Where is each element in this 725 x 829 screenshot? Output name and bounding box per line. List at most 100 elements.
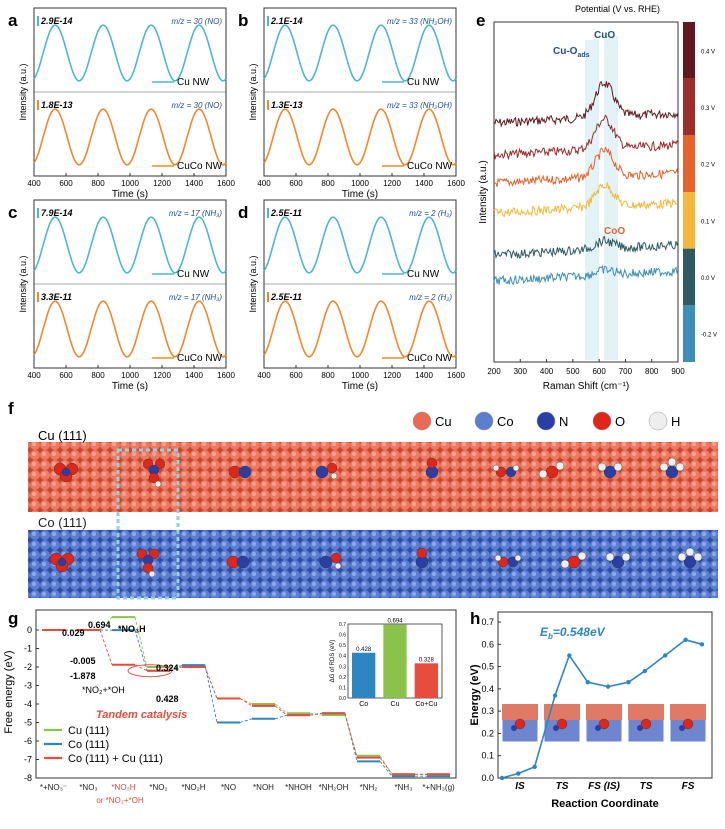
colorbar-segment <box>683 192 695 249</box>
raman-xtick: 200 <box>487 367 501 376</box>
ms-legend-bottom: CuCo NW <box>177 353 223 364</box>
ms-xlabel: Time (s) <box>342 381 378 392</box>
panel-letter-g: g <box>8 609 18 628</box>
raman-xtick: 300 <box>514 367 528 376</box>
free-energy-panel: 0 -1 -2 -3 -4 -5 -6 -7 -8 Free energy (eV) *+NO₃… <box>3 609 457 805</box>
fe-ylabel: Free energy (eV) <box>3 650 15 733</box>
fe-xtick: *+NH₃(g) <box>422 783 455 792</box>
barrier-stage-label: IS <box>515 781 525 792</box>
structure-thumb <box>501 703 539 743</box>
ms-legend-top: Cu NW <box>407 77 440 88</box>
fe-ytick: -5 <box>24 718 32 728</box>
highlight-box <box>116 448 180 600</box>
raman-spectrum-1 <box>493 114 679 161</box>
ms-mz-top: m/z = 30 (NO) <box>172 17 223 26</box>
fe-legend: Cu (111) Co (111) Co (111) + Cu (111) <box>44 725 163 765</box>
fe-yticks: 0 -1 -2 -3 -4 -5 -6 -7 -8 <box>24 625 39 783</box>
ms-xtick: 1000 <box>121 371 139 380</box>
fe-connector <box>344 713 358 758</box>
legend-label: O <box>615 414 625 429</box>
tandem-catalysis-label: Tandem catalysis <box>96 709 187 721</box>
fe-annot-3: 0.694 <box>88 620 111 630</box>
barrier-ylabel: Energy (eV) <box>469 664 481 725</box>
co-slab-label: Co (111) <box>38 515 87 530</box>
slab-panel: Cu Co N O H Cu (111) Co (111) <box>28 411 718 600</box>
ms-xtick: 1600 <box>447 371 465 380</box>
colorbar-segment <box>683 135 695 192</box>
colorbar-label: 0.1 V <box>701 219 715 225</box>
inset-category: Co+Cu <box>415 701 437 708</box>
legend-label: Cu <box>435 414 452 429</box>
ms-scale-bottom: 1.3E-13 <box>271 100 303 110</box>
inset-ytick: 0.2 <box>339 675 346 681</box>
colorbar-label: -0.2 V <box>701 333 717 339</box>
fe-ytick: -8 <box>24 773 32 783</box>
adsorbate-molecule <box>659 457 685 479</box>
ms-xtick: 1600 <box>217 371 235 380</box>
ms-scale-top: 2.5E-11 <box>270 208 302 218</box>
inset-ytick: 0.6 <box>339 633 346 639</box>
inset-bar-cu <box>383 624 407 698</box>
legend-label: Co <box>497 414 514 429</box>
ms-scale-bottom: 1.8E-13 <box>41 100 73 110</box>
raman-xticks: 200 300 400 500 600 700 800 900 <box>487 359 685 376</box>
barrier-frame <box>497 611 713 779</box>
adsorbate-molecule <box>142 458 166 488</box>
annot-cuoads: Cu-Oads <box>553 46 590 59</box>
fe-connector <box>344 713 358 762</box>
inset-ylabel: ΔG of RDS (eV) <box>330 640 336 683</box>
adsorbate-molecule <box>560 551 587 569</box>
ms-xtick: 1600 <box>217 179 235 188</box>
ms-xtick: 800 <box>321 179 335 188</box>
ms-curve-bottom <box>33 108 227 166</box>
fe-frame <box>35 609 457 779</box>
barrier-panel: 0.0 0.1 0.2 0.3 0.4 0.5 0.6 0.7 Energy (eV) Rea… <box>469 611 713 810</box>
adsorbate-molecule <box>415 547 429 569</box>
ms-legend-top: Cu NW <box>177 269 210 280</box>
ms-xlabel: Time (s) <box>342 189 378 200</box>
atom-legend: Cu Co N O H <box>412 411 680 431</box>
barrier-ytick: 0.6 <box>481 639 494 649</box>
ms-xtick: 800 <box>91 371 105 380</box>
ms-xtick: 1400 <box>185 179 203 188</box>
adsorbate-molecule <box>226 555 250 569</box>
ms-curve-top <box>33 216 227 274</box>
ms-mz-bottom: m/z = 17 (NH₃) <box>169 293 223 302</box>
fe-connector <box>274 714 288 720</box>
barrier-point <box>642 668 647 674</box>
ms-xtick: 1600 <box>447 179 465 188</box>
fe-xtick: *NO₂H <box>182 783 206 792</box>
colorbar-label: 0.2 V <box>701 163 715 169</box>
ms-legend-top: Cu NW <box>177 77 210 88</box>
colorbar-segment <box>683 78 695 136</box>
barrier-ytick: 0.3 <box>481 706 494 716</box>
barrier-ytick: 0.2 <box>481 728 494 738</box>
fe-annot-2: -0.005 <box>70 656 96 666</box>
ms-xtick: 600 <box>59 179 73 188</box>
barrier-ytick: 0.0 <box>481 773 494 783</box>
ms-mz-bottom: m/z = 2 (H₂) <box>409 293 452 302</box>
fe-connector <box>379 755 393 775</box>
barrier-curve <box>499 637 705 781</box>
legend-atom-n <box>536 411 556 431</box>
inset-ytick: 0.7 <box>339 622 346 628</box>
adsorbate-molecule <box>492 464 520 478</box>
fe-ytick: 0 <box>27 625 32 635</box>
ms-mz-top: m/z = 17 (NH₃) <box>169 209 223 218</box>
fe-xtick: *NOH <box>253 783 274 792</box>
adsorbate-molecule <box>538 461 565 479</box>
panel-letter-b: b <box>238 11 248 30</box>
ms-xlabel: Time (s) <box>112 381 148 392</box>
adsorbate-molecule <box>425 457 439 479</box>
fe-ytick: -2 <box>24 662 32 672</box>
fe-xtick: *NHOH <box>285 783 312 792</box>
ms-xtick: 400 <box>27 371 41 380</box>
barrier-point <box>552 693 558 698</box>
raman-xtick: 700 <box>619 367 633 376</box>
inset-ytick: 0.4 <box>339 654 346 660</box>
adsorbates <box>49 457 703 578</box>
fe-xtick: *NO₃H <box>111 783 135 792</box>
cu-slab <box>28 442 718 512</box>
fe-connector <box>379 761 393 777</box>
ms-legend-bottom: CuCo NW <box>407 161 453 172</box>
